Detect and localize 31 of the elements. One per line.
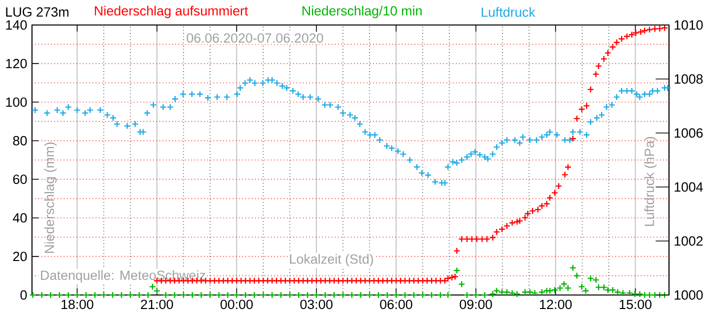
- y-tick-label: 20: [13, 252, 27, 262]
- y2-axis-title: Luftdruck (hPa): [644, 137, 657, 226]
- text: Luftdruck: [482, 7, 536, 17]
- y2-tick-label: 1000: [674, 290, 703, 300]
- y2-tick-label: 1002: [674, 236, 703, 246]
- text: Niederschlag/10 min: [302, 6, 422, 18]
- x-tick-label: 06:00: [380, 300, 412, 310]
- x-tick-label: 18:00: [62, 300, 94, 310]
- y-tick-label: 80: [13, 136, 27, 146]
- y-tick-label: 140: [6, 20, 27, 30]
- y-tick-label: 120: [6, 58, 27, 68]
- x-tick-label: 12:00: [540, 300, 572, 310]
- annotation: 06.06.2020-07.06.2020: [186, 33, 324, 43]
- x-tick-label: 21:00: [140, 300, 174, 310]
- x-tick-label: 03:00: [300, 300, 332, 310]
- x-axis-title: Lokalzeit (Std): [290, 254, 373, 266]
- y2-tick-label: 1008: [674, 74, 703, 84]
- x-tick-label: 00:00: [220, 300, 253, 310]
- y-axis-title: Niederschlag (mm): [44, 142, 57, 253]
- y-tick-label: 100: [6, 97, 27, 107]
- y-tick-label: 60: [13, 174, 27, 184]
- annotation: Datenquelle: MeteoSchweiz: [41, 270, 206, 283]
- y2-tick-label: 1010: [674, 20, 703, 30]
- text: Niederschlag aufsummiert: [94, 6, 248, 18]
- y2-tick-label: 1004: [674, 182, 703, 192]
- y-tick-label: 0: [20, 290, 27, 300]
- x-tick-label: 15:00: [620, 300, 652, 310]
- y2-tick-label: 1006: [674, 128, 703, 138]
- y-tick-label: 40: [12, 213, 27, 223]
- x-tick-label: 09:00: [460, 300, 492, 310]
- chart-title: LUG 273m: [6, 7, 68, 17]
